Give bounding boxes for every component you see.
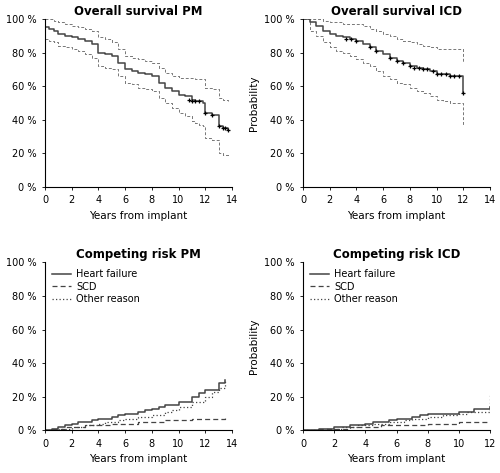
Title: Overall survival ICD: Overall survival ICD	[331, 5, 462, 18]
X-axis label: Years from implant: Years from implant	[348, 211, 446, 221]
Y-axis label: Probability: Probability	[248, 75, 258, 131]
Y-axis label: Probability: Probability	[248, 319, 258, 374]
X-axis label: Years from implant: Years from implant	[90, 211, 188, 221]
X-axis label: Years from implant: Years from implant	[348, 455, 446, 464]
Title: Competing risk PM: Competing risk PM	[76, 248, 201, 261]
Legend: Heart failure, SCD, Other reason: Heart failure, SCD, Other reason	[308, 267, 400, 306]
Legend: Heart failure, SCD, Other reason: Heart failure, SCD, Other reason	[50, 267, 142, 306]
X-axis label: Years from implant: Years from implant	[90, 455, 188, 464]
Title: Competing risk ICD: Competing risk ICD	[333, 248, 460, 261]
Title: Overall survival PM: Overall survival PM	[74, 5, 202, 18]
